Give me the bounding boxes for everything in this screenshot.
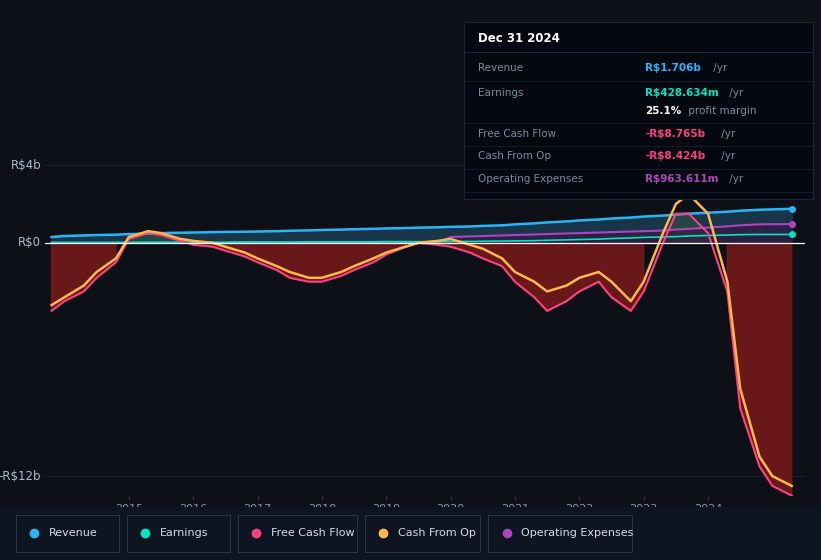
Text: /yr: /yr [726, 88, 743, 98]
Text: R$428.634m: R$428.634m [645, 88, 719, 98]
Text: Operating Expenses: Operating Expenses [478, 174, 583, 184]
Text: Operating Expenses: Operating Expenses [521, 529, 634, 538]
Text: /yr: /yr [718, 151, 735, 161]
Text: R$1.706b: R$1.706b [645, 63, 701, 73]
Text: R$0: R$0 [18, 236, 41, 249]
Text: -R$8.765b: -R$8.765b [645, 129, 705, 138]
Text: 25.1%: 25.1% [645, 106, 681, 115]
Text: Cash From Op: Cash From Op [398, 529, 476, 538]
Text: /yr: /yr [709, 63, 727, 73]
Text: -R$8.424b: -R$8.424b [645, 151, 705, 161]
Text: Earnings: Earnings [478, 88, 523, 98]
Text: Cash From Op: Cash From Op [478, 151, 551, 161]
Text: Free Cash Flow: Free Cash Flow [271, 529, 355, 538]
Text: /yr: /yr [718, 129, 735, 138]
Text: /yr: /yr [726, 174, 743, 184]
Text: Free Cash Flow: Free Cash Flow [478, 129, 556, 138]
Text: Revenue: Revenue [49, 529, 98, 538]
Text: R$963.611m: R$963.611m [645, 174, 719, 184]
Text: profit margin: profit margin [686, 106, 757, 115]
Text: R$4b: R$4b [11, 158, 41, 171]
Text: Dec 31 2024: Dec 31 2024 [478, 32, 560, 45]
Text: Revenue: Revenue [478, 63, 523, 73]
Text: Earnings: Earnings [160, 529, 209, 538]
Text: -R$12b: -R$12b [0, 470, 41, 483]
